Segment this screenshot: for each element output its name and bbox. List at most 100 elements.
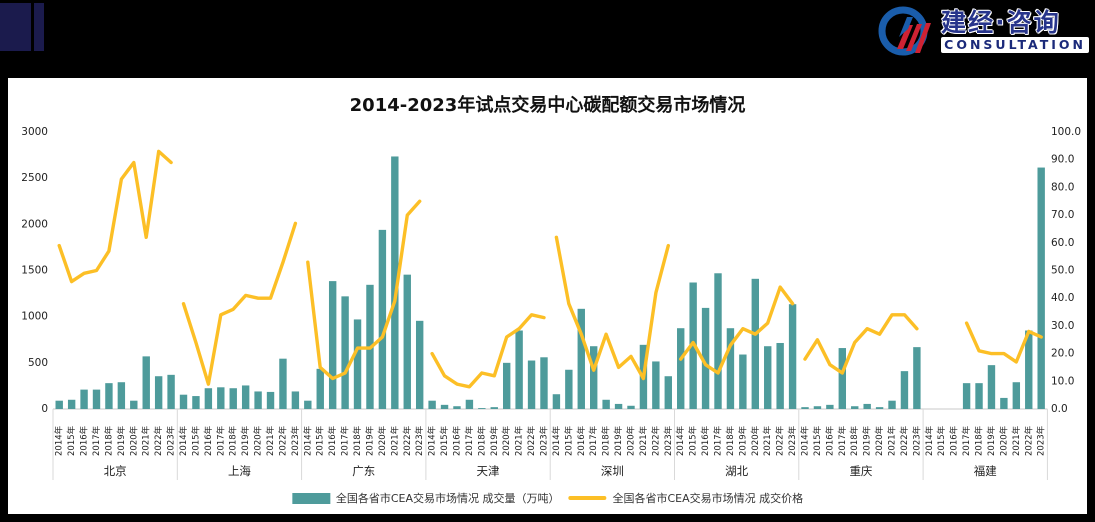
- legend-price-swatch: [568, 496, 607, 500]
- year-tick-label: 2015年: [563, 425, 574, 456]
- volume-bar: [826, 404, 834, 409]
- volume-bar: [726, 328, 735, 409]
- decor-rectangle-small: [34, 3, 44, 51]
- logo-text-block: 建经·咨询 CONSULTATION: [941, 9, 1089, 54]
- chart-panel: 0 500 1000 1500 2000 2500 3000 0.0 10.0 20.0 30.0 4…: [8, 78, 1087, 514]
- year-tick-label: 2019年: [364, 425, 375, 456]
- volume-bar: [142, 356, 150, 409]
- volume-bar: [167, 374, 175, 409]
- volume-bar: [179, 394, 188, 409]
- volume-bar: [1037, 167, 1045, 409]
- year-tick-label: 2019年: [116, 425, 127, 456]
- volume-bar: [552, 394, 561, 409]
- volume-bar: [813, 406, 822, 409]
- right-axis-tick-label: 40.0: [1051, 292, 1074, 304]
- year-tick-label: 2022年: [775, 425, 786, 456]
- year-tick-label: 2015年: [66, 425, 77, 456]
- year-tick-label: 2022年: [650, 425, 661, 456]
- year-tick-label: 2017年: [588, 425, 599, 456]
- volume-bar: [975, 383, 983, 409]
- right-axis-tick-label: 0.0: [1051, 403, 1068, 415]
- year-tick-label: 2014年: [427, 425, 438, 456]
- volume-bar: [341, 296, 349, 409]
- volume-bar: [304, 400, 312, 409]
- year-tick-label: 2021年: [762, 425, 773, 456]
- volume-bar: [502, 362, 511, 409]
- volume-bar: [540, 357, 548, 409]
- volume-bar: [801, 407, 809, 409]
- year-tick-label: 2023年: [538, 425, 549, 456]
- year-tick-label: 2017年: [464, 425, 475, 456]
- year-tick-label: 2015年: [936, 425, 947, 456]
- right-axis-tick-label: 100.0: [1051, 126, 1081, 138]
- volume-bar: [913, 347, 921, 409]
- right-axis-tick-label: 90.0: [1051, 154, 1074, 166]
- volume-bar: [627, 405, 635, 409]
- volume-bar: [565, 369, 573, 409]
- year-tick-label: 2022年: [402, 425, 413, 456]
- volume-bar: [962, 383, 971, 409]
- volume-bar: [851, 406, 859, 409]
- volume-bar: [739, 354, 747, 409]
- year-tick-label: 2020年: [128, 425, 139, 456]
- right-axis-tick-label: 60.0: [1051, 237, 1074, 249]
- year-tick-label: 2023年: [787, 425, 798, 456]
- year-tick-label: 2018年: [725, 425, 736, 456]
- volume-bar: [527, 360, 536, 409]
- year-tick-label: 2022年: [153, 425, 164, 456]
- region-label: 湖北: [725, 464, 748, 478]
- year-tick-label: 2019年: [737, 425, 748, 456]
- legend-entry-price: 全国各省市CEA交易市场情况 成交价格: [568, 490, 803, 506]
- year-tick-label: 2014年: [551, 425, 562, 456]
- left-axis-tick-label: 1500: [21, 265, 48, 277]
- year-tick-label: 2017年: [91, 425, 102, 456]
- year-tick-label: 2021年: [265, 425, 276, 456]
- volume-bar: [117, 382, 126, 409]
- decor-rectangle-large: [0, 3, 31, 51]
- price-line: [181, 221, 298, 386]
- volume-bar: [652, 361, 660, 409]
- volume-bar: [602, 399, 610, 409]
- year-tick-label: 2018年: [476, 425, 487, 456]
- volume-bar: [217, 387, 225, 409]
- year-tick-label: 2016年: [451, 425, 462, 456]
- year-tick-label: 2014年: [675, 425, 686, 456]
- year-tick-label: 2020年: [874, 425, 885, 456]
- year-tick-label: 2014年: [302, 425, 313, 456]
- year-tick-label: 2020年: [253, 425, 264, 456]
- year-tick-label: 2016年: [203, 425, 214, 456]
- left-axis-tick-label: 0: [41, 403, 48, 415]
- year-tick-label: 2021年: [1011, 425, 1022, 456]
- year-tick-label: 2021年: [389, 425, 400, 456]
- year-tick-label: 2023年: [663, 425, 674, 456]
- volume-bar: [266, 391, 275, 409]
- volume-bar: [900, 371, 909, 409]
- legend-volume-label: 全国各省市CEA交易市场情况 成交量（万吨）: [335, 492, 560, 505]
- year-tick-label: 2020年: [998, 425, 1009, 456]
- volume-bar: [838, 348, 847, 409]
- volume-bar: [241, 385, 250, 409]
- top-banner: 建经·咨询 CONSULTATION: [0, 0, 1095, 78]
- volume-bar: [391, 156, 399, 409]
- year-tick-label: 2018年: [228, 425, 239, 456]
- volume-bar: [192, 396, 200, 409]
- year-tick-label: 2021年: [887, 425, 898, 456]
- right-axis-tick-label: 20.0: [1051, 348, 1074, 360]
- chart-canvas: 0 500 1000 1500 2000 2500 3000 0.0 10.0 20.0 30.0 4…: [21, 126, 1081, 480]
- year-tick-label: 2016年: [949, 425, 960, 456]
- volume-bar: [415, 320, 424, 409]
- volume-bar: [515, 330, 523, 409]
- volume-bar: [751, 278, 759, 409]
- left-axis-tick-label: 500: [28, 357, 48, 369]
- year-tick-label: 2023年: [166, 425, 177, 456]
- year-tick-label: 2020年: [377, 425, 388, 456]
- logo-title: 建经·咨询: [941, 7, 1061, 37]
- year-tick-label: 2021年: [514, 425, 525, 456]
- price-line: [430, 313, 546, 389]
- volume-bar: [1025, 330, 1033, 409]
- logo-emblem-icon: [878, 6, 932, 56]
- volume-bar: [92, 389, 101, 409]
- volume-bar: [453, 406, 461, 409]
- volume-bar: [714, 273, 722, 409]
- price-line: [679, 285, 795, 375]
